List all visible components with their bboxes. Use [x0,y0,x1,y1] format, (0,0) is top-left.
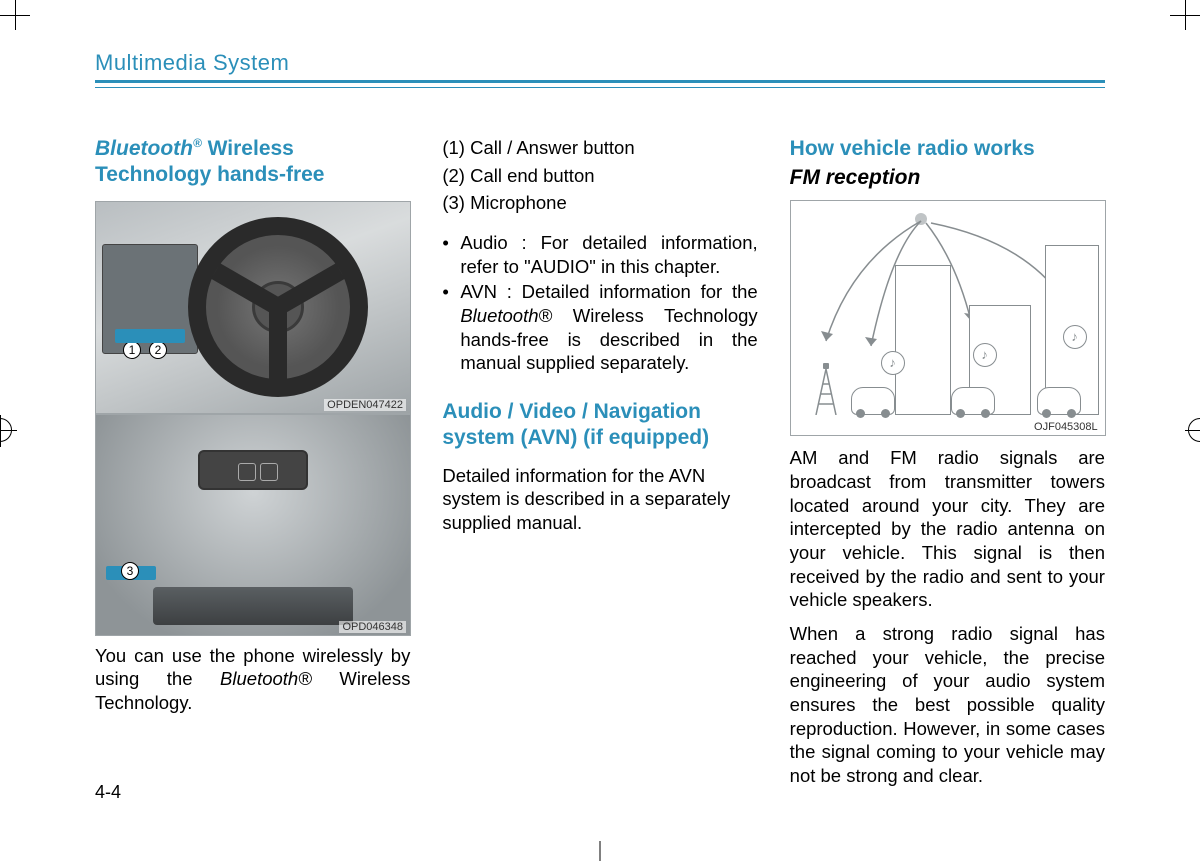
car-icon [951,387,995,415]
sunglass-holder-graphic [153,587,353,625]
crop-mark-top-right [1170,0,1200,30]
heading-avn: Audio / Video / Navigation system (AVN) … [442,399,757,452]
content-columns: Bluetooth® Wireless Technology hands-fre… [95,136,1105,788]
figure-caption: You can use the phone wirelessly by usin… [95,644,410,715]
header-rule-thick [95,80,1105,83]
figure-code: OJF045308L [1031,421,1101,433]
music-note-icon: ♪ [1063,325,1087,349]
callout-1: 1 [123,341,141,359]
figure-overhead-console: 3 OPD046348 [95,414,411,636]
transmitter-tower-icon [811,359,841,415]
overhead-console-graphic [198,450,308,490]
callout-2: 2 [149,341,167,359]
column-left: Bluetooth® Wireless Technology hands-fre… [95,136,410,788]
figure-fm-reception: ♪ ♪ ♪ OJF045308L [790,200,1106,436]
bullet-avn-brand: Bluetooth® [460,305,552,326]
bullet-avn: AVN : Detailed information for the Bluet… [442,280,757,375]
page-content: Multimedia System Bluetooth® Wireless Te… [95,50,1105,788]
heading-bluetooth: Bluetooth® Wireless Technology hands-fre… [95,136,410,189]
car-icon [851,387,895,415]
bullet-avn-pre: AVN : Detailed information for the [460,281,757,302]
bullet-audio: Audio : For detailed information, refer … [442,231,757,278]
caption-brand: Bluetooth® [220,668,312,689]
legend-item-2: (2) Call end button [442,164,757,188]
music-note-icon: ♪ [881,351,905,375]
radio-paragraph-1: AM and FM radio signals are broadcast fr… [790,446,1105,612]
figure-inset-controls: 1 2 [102,244,198,354]
heading-reg-mark: ® [193,136,202,150]
wheel-spoke [269,307,287,379]
bullet-list: Audio : For detailed information, refer … [442,231,757,375]
legend-item-1: (1) Call / Answer button [442,136,757,160]
header-rule-thin [95,87,1105,88]
page-header: Multimedia System [95,50,1105,88]
heading-radio: How vehicle radio works [790,136,1105,162]
figure-steering-wheel: 1 2 OPDEN047422 [95,201,411,414]
page-number: 4-4 [95,782,121,803]
subheading-fm: FM reception [790,166,1105,190]
steering-wheel-graphic [188,217,368,397]
column-middle: (1) Call / Answer button (2) Call end bu… [442,136,757,788]
music-note-icon: ♪ [973,343,997,367]
registration-mark-right [1188,418,1200,442]
section-title: Multimedia System [95,50,1105,80]
crop-mark-top-left [0,0,30,30]
column-right: How vehicle radio works FM reception [790,136,1105,788]
avn-body: Detailed information for the AVN system … [442,464,757,535]
figure-code: OPD046348 [339,621,406,633]
crop-mark-bottom-center [600,841,601,861]
callout-3: 3 [121,562,139,580]
building-graphic [895,265,951,415]
car-icon [1037,387,1081,415]
legend-item-3: (3) Microphone [442,191,757,215]
radio-paragraph-2: When a strong radio signal has reached y… [790,622,1105,788]
figure-code: OPDEN047422 [324,399,406,411]
registration-mark-left [0,418,12,442]
heading-brand: Bluetooth [95,137,193,160]
